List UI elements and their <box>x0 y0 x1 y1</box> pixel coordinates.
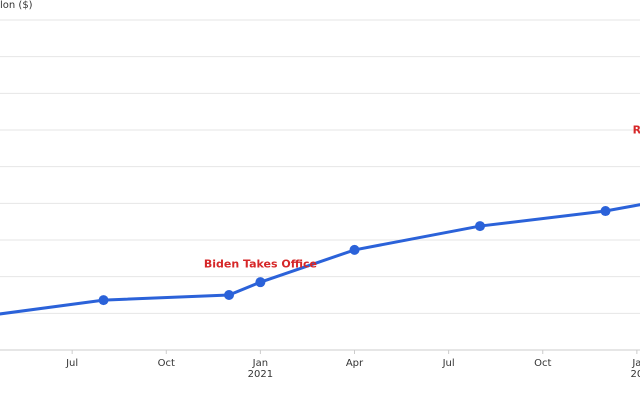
x-tick-label: Ja20 <box>630 358 640 380</box>
x-tick-label: Oct <box>158 358 175 369</box>
x-tick-label: Jul <box>65 358 78 369</box>
line <box>0 203 640 316</box>
x-tick-label: Jul <box>442 358 455 369</box>
plot-area <box>0 203 640 316</box>
annotation: R <box>633 124 640 137</box>
x-tick-label: Oct <box>534 358 551 369</box>
marker <box>255 277 266 288</box>
x-tick-label: Jan 2021 <box>248 358 273 380</box>
marker <box>475 221 485 232</box>
x-tick-label: Apr <box>346 358 364 369</box>
marker <box>98 295 109 306</box>
annotation: Biden Takes Office <box>204 258 317 271</box>
axis-title: lon ($) <box>0 0 33 11</box>
marker <box>224 290 235 300</box>
marker <box>600 206 611 217</box>
marker <box>349 244 360 255</box>
